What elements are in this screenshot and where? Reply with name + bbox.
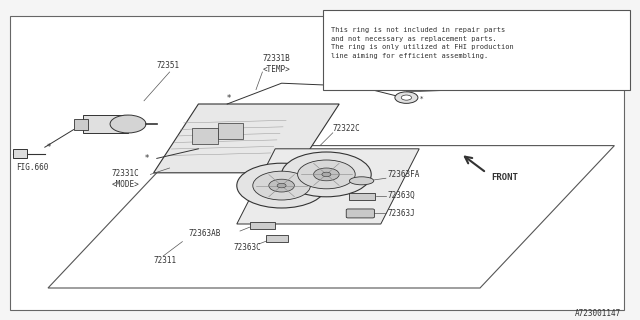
Bar <box>250 222 275 229</box>
Text: 72322C: 72322C <box>333 124 360 132</box>
Text: 72331B
<TEMP>: 72331B <TEMP> <box>262 54 290 74</box>
Circle shape <box>298 160 355 189</box>
Text: 72363FA: 72363FA <box>387 170 420 179</box>
Text: 72363Q: 72363Q <box>387 191 415 200</box>
Bar <box>74 119 88 130</box>
Text: FIG.660: FIG.660 <box>16 163 49 172</box>
Circle shape <box>322 172 331 177</box>
Circle shape <box>401 95 412 100</box>
Bar <box>192 128 218 144</box>
Text: A723001147: A723001147 <box>575 309 621 318</box>
Text: 72351: 72351 <box>157 61 180 70</box>
Circle shape <box>237 163 326 208</box>
Bar <box>349 193 375 200</box>
Text: *: * <box>145 154 149 163</box>
Circle shape <box>282 152 371 197</box>
Bar <box>266 235 288 242</box>
Text: *: * <box>419 96 423 102</box>
Text: *: * <box>227 94 231 103</box>
Circle shape <box>110 115 146 133</box>
Circle shape <box>253 171 310 200</box>
Bar <box>218 123 243 139</box>
Bar <box>83 115 128 133</box>
Text: *: * <box>47 143 51 152</box>
Bar <box>13 149 27 158</box>
FancyBboxPatch shape <box>346 209 374 218</box>
Circle shape <box>269 179 294 192</box>
Text: 72363C: 72363C <box>234 243 261 252</box>
Bar <box>323 10 630 90</box>
Text: 72311: 72311 <box>154 256 177 265</box>
Ellipse shape <box>349 177 374 185</box>
Circle shape <box>277 183 286 188</box>
Text: 72363J: 72363J <box>387 209 415 218</box>
Polygon shape <box>237 149 419 224</box>
Text: 72363AB: 72363AB <box>188 229 221 238</box>
Text: This ring is not included in repair parts
and not necessary as replacement parts: This ring is not included in repair part… <box>331 28 514 59</box>
Text: 72331C
<MODE>: 72331C <MODE> <box>112 169 140 189</box>
Circle shape <box>395 92 418 103</box>
Circle shape <box>314 168 339 181</box>
Polygon shape <box>154 104 339 173</box>
Text: FRONT: FRONT <box>492 173 518 182</box>
